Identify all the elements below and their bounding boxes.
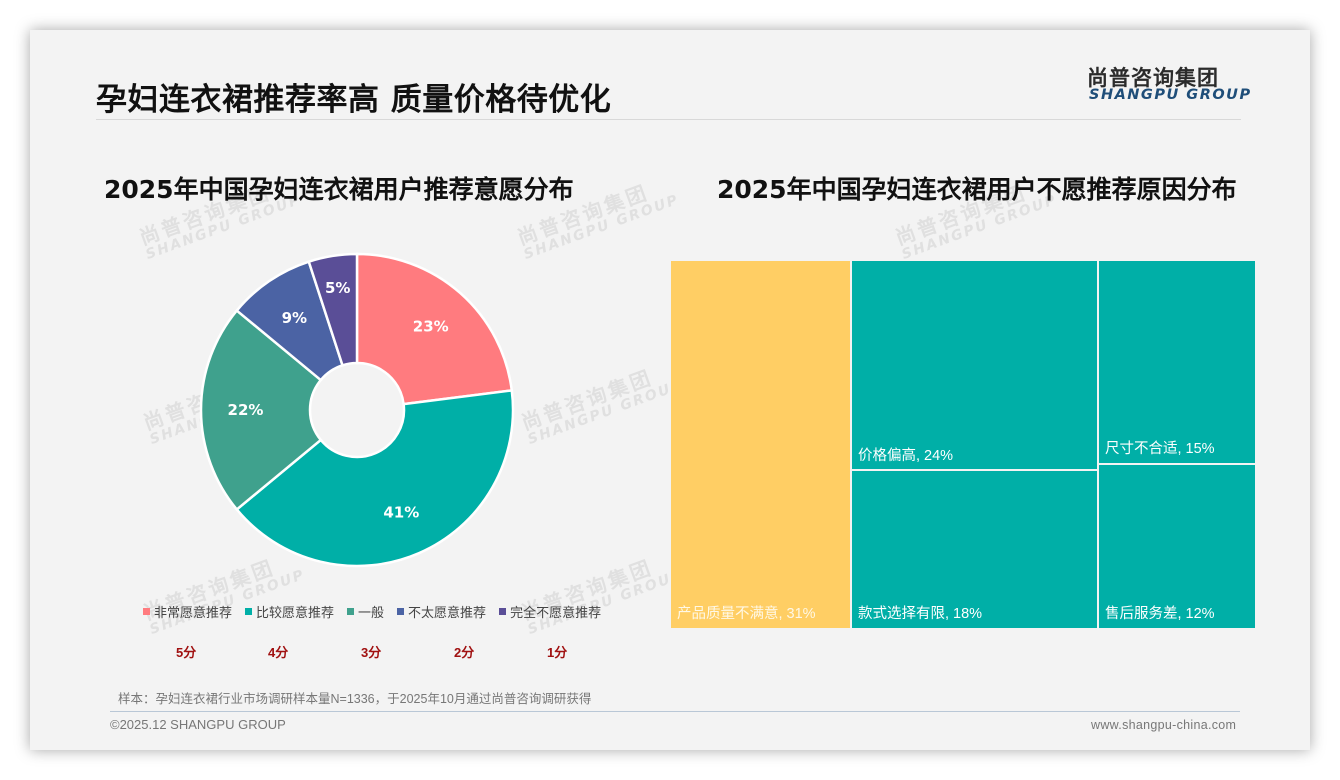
title-divider xyxy=(96,119,1241,120)
legend-swatch xyxy=(499,608,507,615)
donut-slice-label: 23% xyxy=(413,317,449,335)
donut-legend: 非常愿意推荐 比较愿意推荐 一般 不太愿意推荐 完全不愿意推荐 xyxy=(143,602,614,621)
donut-slice xyxy=(307,252,359,367)
donut-slice xyxy=(235,389,515,568)
donut-slice xyxy=(199,308,323,512)
donut-slice-label: 41% xyxy=(383,503,419,521)
legend-item-fairly-willing: 比较愿意推荐 xyxy=(245,602,334,621)
footer-divider xyxy=(110,711,1240,712)
legend-swatch xyxy=(397,608,405,615)
legend-item-not-very-willing: 不太愿意推荐 xyxy=(397,602,486,621)
legend-swatch xyxy=(143,608,150,615)
page-title: 孕妇连衣裙推荐率高 质量价格待优化 xyxy=(96,82,612,118)
score-label: 4分 xyxy=(268,645,289,660)
slide: 孕妇连衣裙推荐率高 质量价格待优化 尚普咨询集团 SHANGPU GROUP 尚… xyxy=(30,30,1310,750)
score-label: 2分 xyxy=(454,645,475,660)
score-label: 5分 xyxy=(176,645,197,660)
treemap-cell-quality: 产品质量不满意, 31% xyxy=(671,261,850,628)
copyright: ©2025.12 SHANGPU GROUP xyxy=(110,717,286,732)
score-label: 3分 xyxy=(361,645,382,660)
legend-item-very-willing: 非常愿意推荐 xyxy=(143,602,232,621)
right-chart-title: 2025年中国孕妇连衣裙用户不愿推荐原因分布 xyxy=(717,175,1237,204)
donut-slices xyxy=(199,252,515,568)
logo-english: SHANGPU GROUP xyxy=(1089,87,1252,103)
legend-swatch xyxy=(347,608,355,615)
donut-labels: 23% 41% 22% 9% 5% xyxy=(228,279,449,521)
donut-slice-label: 9% xyxy=(282,309,307,327)
legend-swatch xyxy=(245,608,253,615)
donut-slice xyxy=(355,252,514,406)
donut-slice-label: 5% xyxy=(325,279,350,297)
treemap-cell-service: 售后服务差, 12% xyxy=(1099,465,1255,628)
treemap-cell-size: 尺寸不合适, 15% xyxy=(1099,261,1255,463)
left-chart-title: 2025年中国孕妇连衣裙用户推荐意愿分布 xyxy=(104,175,574,204)
website-link[interactable]: www.shangpu-china.com xyxy=(1091,718,1237,732)
legend-item-not-willing-at-all: 完全不愿意推荐 xyxy=(499,602,601,621)
legend-item-neutral: 一般 xyxy=(347,602,384,621)
treemap-chart: 产品质量不满意, 31% 价格偏高, 24% 款式选择有限, 18% 尺寸不合适… xyxy=(671,261,1255,628)
treemap-cell-price: 价格偏高, 24% xyxy=(852,261,1097,469)
score-label: 1分 xyxy=(547,645,568,660)
logo-chinese: 尚普咨询集团 xyxy=(1087,66,1219,90)
treemap-cell-style: 款式选择有限, 18% xyxy=(852,471,1097,628)
donut-slice-label: 22% xyxy=(228,401,264,419)
donut-chart: 23% 41% 22% 9% 5% xyxy=(199,252,515,568)
sample-note: 样本：孕妇连衣裙行业市场调研样本量N=1336，于2025年10月通过尚普咨询调… xyxy=(118,692,592,706)
